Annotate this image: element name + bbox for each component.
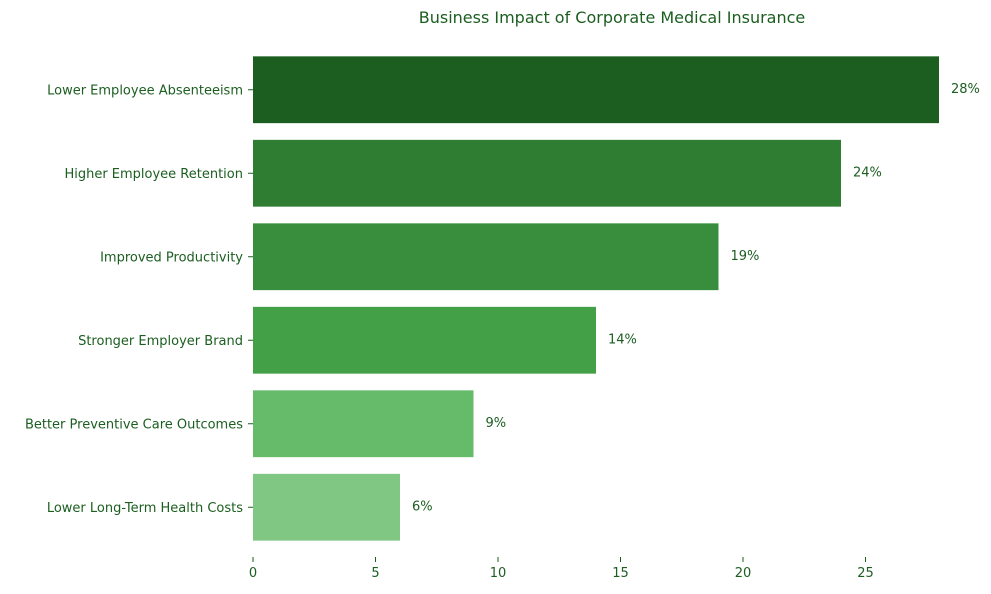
x-tick-label: 15 — [612, 566, 629, 581]
y-tick-label: Higher Employee Retention — [64, 167, 243, 182]
x-axis: 0 5 10 15 20 25 — [249, 557, 874, 581]
y-tick-label: Stronger Employer Brand — [78, 334, 243, 349]
bar — [253, 473, 400, 541]
y-tick-label: Improved Productivity — [100, 250, 243, 265]
data-label: 19% — [731, 249, 760, 264]
y-axis: Lower Employee Absenteeism Higher Employe… — [25, 83, 253, 516]
data-label: 14% — [608, 332, 637, 347]
data-label: 9% — [486, 416, 507, 431]
x-tick-label: 20 — [735, 566, 752, 581]
data-label: 24% — [853, 165, 882, 180]
y-tick-label: Lower Employee Absenteeism — [47, 83, 243, 98]
bar — [253, 56, 939, 124]
bar — [253, 306, 596, 374]
x-tick-label: 5 — [371, 566, 379, 581]
bar — [253, 223, 719, 291]
x-tick-label: 25 — [857, 566, 874, 581]
data-label: 28% — [951, 82, 980, 97]
y-tick-label: Lower Long-Term Health Costs — [47, 501, 243, 516]
bar — [253, 390, 474, 458]
data-label: 6% — [412, 499, 433, 514]
x-tick-label: 10 — [490, 566, 507, 581]
bars-group — [253, 56, 939, 541]
y-tick-label: Better Preventive Care Outcomes — [25, 417, 243, 432]
bar — [253, 139, 841, 207]
x-tick-label: 0 — [249, 566, 257, 581]
data-labels-group: 28% 24% 19% 14% 9% 6% — [412, 82, 980, 515]
chart-title: Business Impact of Corporate Medical Ins… — [419, 8, 806, 27]
